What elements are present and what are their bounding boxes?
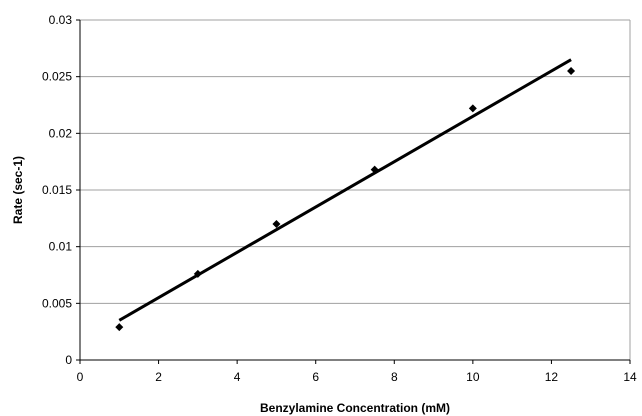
x-tick-label: 0 — [77, 370, 84, 384]
data-point-diamond — [115, 323, 124, 332]
data-point-diamond — [468, 104, 477, 113]
y-axis-title: Rate (sec-1) — [11, 156, 25, 224]
trendline-layer — [118, 58, 572, 322]
data-point-diamond — [272, 220, 281, 228]
y-tick-label: 0 — [65, 353, 72, 367]
y-tick-label: 0.03 — [49, 13, 73, 27]
trendline — [118, 58, 572, 322]
x-tick-label: 12 — [545, 370, 559, 384]
x-axis-title: Benzylamine Concentration (mM) — [260, 401, 450, 415]
data-point-diamond — [370, 165, 379, 174]
x-tick-label: 10 — [466, 370, 480, 384]
y-tick-label: 0.005 — [42, 296, 72, 310]
x-tick-label: 2 — [155, 370, 162, 384]
y-tick-label: 0.015 — [42, 183, 72, 197]
y-tick-label: 0.02 — [49, 126, 73, 140]
x-tick-label: 14 — [623, 370, 637, 384]
x-tick-label: 8 — [391, 370, 398, 384]
x-tick-label: 4 — [234, 370, 241, 384]
data-point-diamond — [193, 269, 202, 278]
x-tick-label: 6 — [312, 370, 319, 384]
data-point-diamond — [567, 67, 576, 75]
data-points — [115, 67, 576, 332]
y-tick-label: 0.025 — [42, 70, 72, 84]
tick-labels: 0 0.005 0.01 0.015 0.02 0.025 0.03 0 2 4 6 8 10 12 14 — [42, 13, 637, 384]
y-tick-label: 0.01 — [49, 240, 73, 254]
